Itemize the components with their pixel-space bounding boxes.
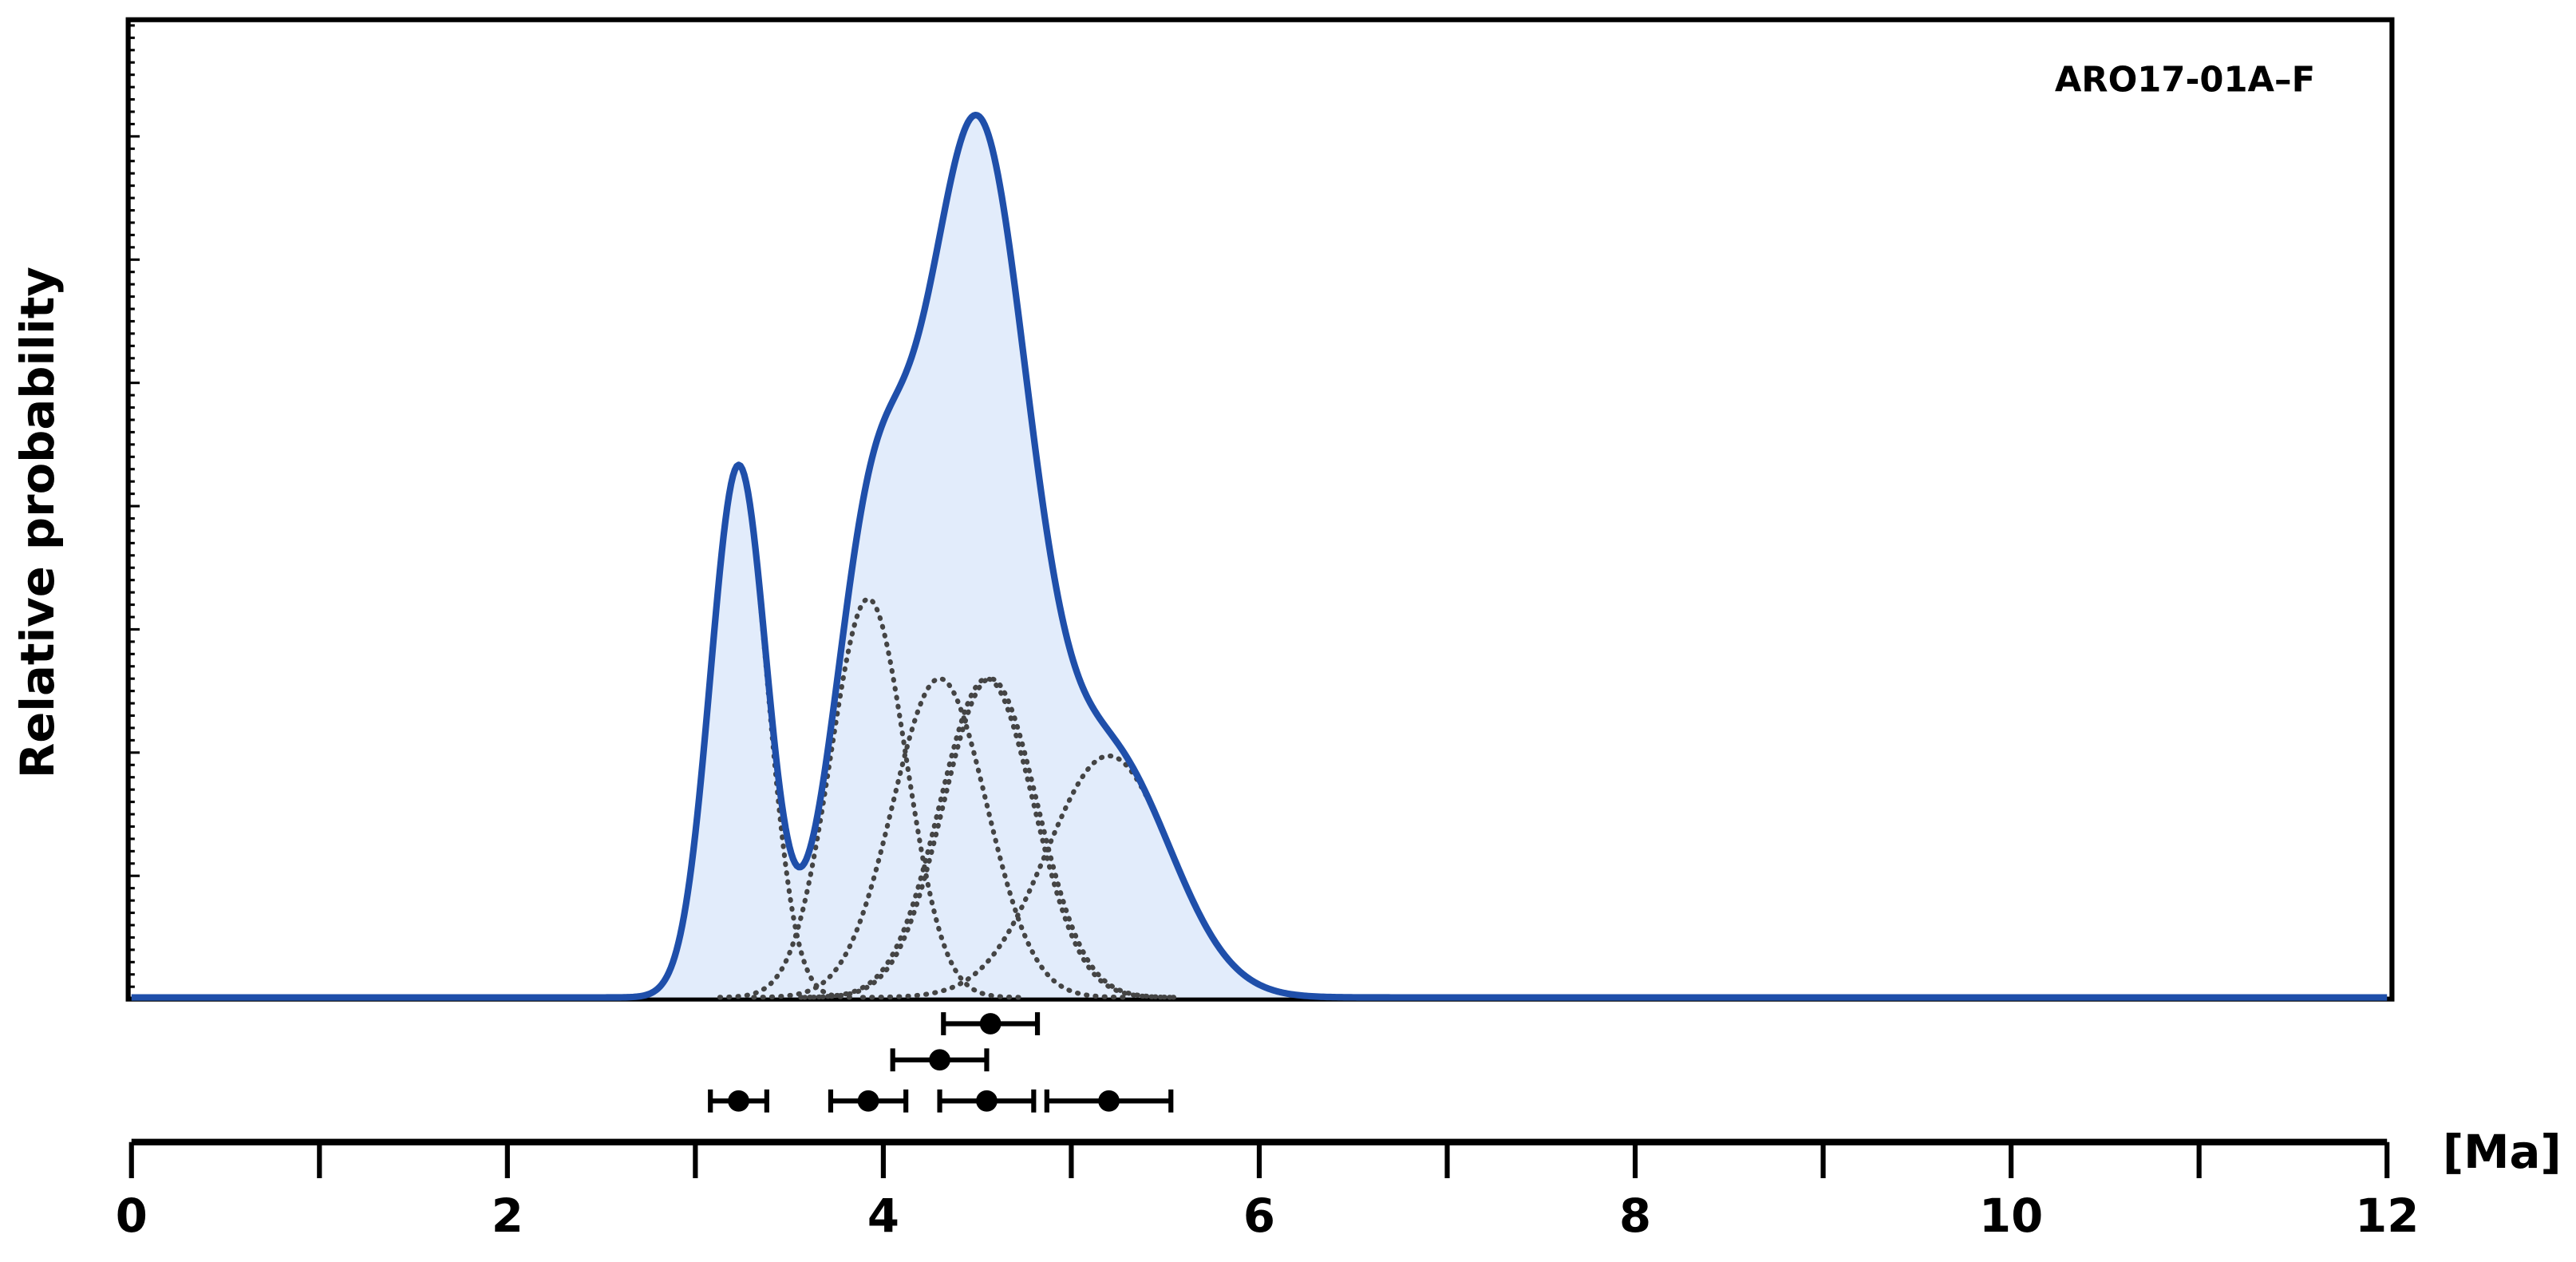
- plot-frame: [125, 17, 2395, 1002]
- x-tick-label: 0: [116, 1189, 148, 1243]
- component-curve: [801, 675, 1181, 1000]
- age-point: [728, 1090, 749, 1112]
- age-point: [857, 1090, 879, 1112]
- component-curve: [798, 675, 1178, 1000]
- component-curve: [751, 675, 1131, 1000]
- x-tick-label: 2: [492, 1189, 523, 1243]
- x-tick-label: 12: [2355, 1189, 2419, 1243]
- age-point: [929, 1049, 950, 1071]
- x-tick-label: 10: [1979, 1189, 2043, 1243]
- y-axis-label: Relative probability: [10, 267, 65, 778]
- x-axis-unit: [Ma]: [2443, 1125, 2562, 1179]
- age-point: [1098, 1090, 1120, 1112]
- density-curve: [129, 111, 2388, 1001]
- age-point: [979, 1013, 1002, 1035]
- sample-label: ARO17-01A–F: [2055, 60, 2315, 100]
- age-point: [976, 1090, 998, 1112]
- x-tick-label: 4: [867, 1189, 899, 1243]
- x-tick-label: 6: [1243, 1189, 1275, 1243]
- x-tick-label: 8: [1619, 1189, 1651, 1243]
- component-curve: [717, 596, 1021, 1000]
